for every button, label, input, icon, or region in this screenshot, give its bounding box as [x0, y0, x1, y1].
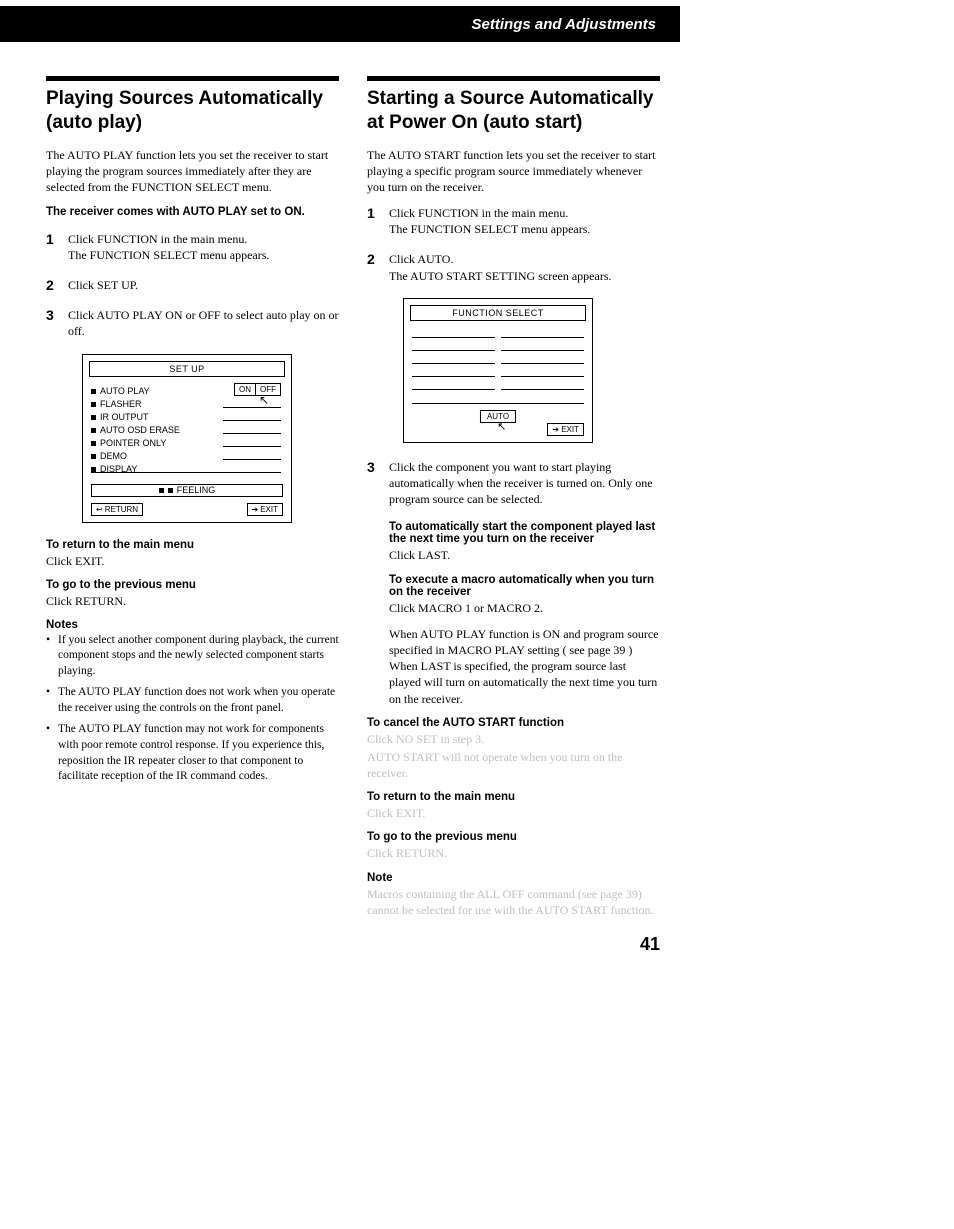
cursor-icon: ↖	[497, 420, 506, 433]
left-step-1: Click FUNCTION in the main menu. The FUN…	[46, 231, 339, 263]
setup-item: IR OUTPUT	[100, 412, 149, 422]
left-intro: The AUTO PLAY function lets you set the …	[46, 147, 339, 196]
section-rule	[367, 76, 660, 81]
right-step-2: Click AUTO. The AUTO START SETTING scree…	[367, 251, 660, 283]
function-select-diagram: FUNCTION SELECT AUTO ↖ ➔ EXIT	[403, 298, 593, 443]
right-indented-block: To automatically start the component pla…	[367, 521, 660, 706]
func-grid	[404, 321, 592, 394]
setup-diagram: SET UP ON OFF ↖ AUTO PLAY FLASHER IR OUT…	[82, 354, 292, 523]
feeling-label: FEELING	[177, 485, 216, 495]
right-intro: The AUTO START function lets you set the…	[367, 147, 660, 196]
diagram-line	[223, 420, 281, 421]
setup-item: DISPLAY	[100, 464, 137, 474]
toggle-on: ON	[235, 384, 256, 395]
cancel-body-1: Click NO SET in step 3.	[367, 731, 660, 747]
auto-last-heading: To automatically start the component pla…	[389, 521, 660, 545]
page-number: 41	[367, 934, 660, 955]
setup-item: DEMO	[100, 451, 127, 461]
left-step-3: Click AUTO PLAY ON or OFF to select auto…	[46, 307, 339, 339]
notes-heading: Notes	[46, 619, 339, 631]
cancel-heading: To cancel the AUTO START function	[367, 717, 660, 729]
note-item: If you select another component during p…	[46, 633, 339, 680]
onoff-toggle: ON OFF	[234, 383, 281, 396]
section-rule	[46, 76, 339, 81]
func-diagram-title: FUNCTION SELECT	[410, 305, 586, 321]
notes-list: If you select another component during p…	[46, 633, 339, 785]
setup-diagram-title: SET UP	[89, 361, 285, 377]
auto-last-body: Click LAST.	[389, 547, 660, 563]
note-item: The AUTO PLAY function does not work whe…	[46, 685, 339, 716]
return-main-body: Click EXIT.	[46, 553, 339, 569]
macro-body: Click MACRO 1 or MACRO 2.	[389, 600, 660, 616]
diagram-line	[91, 472, 281, 473]
setup-item-list: AUTO PLAY FLASHER IR OUTPUT AUTO OSD ERA…	[91, 385, 283, 476]
note-body-r: Macros containing the ALL OFF command (s…	[367, 886, 660, 918]
diagram-line	[223, 446, 281, 447]
setup-item: FLASHER	[100, 399, 142, 409]
left-column: Playing Sources Automatically (auto play…	[46, 76, 339, 955]
return-main-heading-r: To return to the main menu	[367, 791, 660, 803]
left-steps: Click FUNCTION in the main menu. The FUN…	[46, 231, 339, 340]
right-steps: Click FUNCTION in the main menu. The FUN…	[367, 205, 660, 284]
header-title: Settings and Adjustments	[472, 16, 656, 33]
left-title: Playing Sources Automatically (auto play…	[46, 87, 339, 135]
setup-item: AUTO OSD ERASE	[100, 425, 180, 435]
right-steps-cont: Click the component you want to start pl…	[367, 459, 660, 508]
right-paragraph: When AUTO PLAY function is ON and progra…	[389, 626, 660, 707]
cancel-body-2: AUTO START will not operate when you tur…	[367, 749, 660, 781]
note-item: The AUTO PLAY function may not work for …	[46, 722, 339, 784]
page-content: Playing Sources Automatically (auto play…	[0, 42, 700, 955]
exit-button: ➔ EXIT	[247, 503, 283, 516]
return-button: ↩ RETURN	[91, 503, 143, 516]
right-title: Starting a Source Automatically at Power…	[367, 87, 660, 135]
right-step-3: Click the component you want to start pl…	[367, 459, 660, 508]
cursor-icon: ↖	[259, 393, 269, 407]
feeling-bar: FEELING	[91, 484, 283, 497]
macro-heading: To execute a macro automatically when yo…	[389, 574, 660, 598]
header-bar: Settings and Adjustments	[0, 6, 680, 42]
return-main-heading: To return to the main menu	[46, 539, 339, 551]
left-default-note: The receiver comes with AUTO PLAY set to…	[46, 205, 339, 221]
prev-menu-body-r: Click RETURN.	[367, 845, 660, 861]
right-step-1: Click FUNCTION in the main menu. The FUN…	[367, 205, 660, 237]
left-step-2: Click SET UP.	[46, 277, 339, 293]
diagram-line	[223, 407, 281, 408]
diagram-line	[223, 459, 281, 460]
return-main-body-r: Click EXIT.	[367, 805, 660, 821]
exit-button: ➔ EXIT	[547, 423, 584, 436]
prev-menu-body: Click RETURN.	[46, 593, 339, 609]
prev-menu-heading: To go to the previous menu	[46, 579, 339, 591]
note-heading-r: Note	[367, 872, 660, 884]
right-column: Starting a Source Automatically at Power…	[367, 76, 660, 955]
prev-menu-heading-r: To go to the previous menu	[367, 831, 660, 843]
setup-item: POINTER ONLY	[100, 438, 166, 448]
setup-item: AUTO PLAY	[100, 386, 150, 396]
diagram-line	[223, 433, 281, 434]
